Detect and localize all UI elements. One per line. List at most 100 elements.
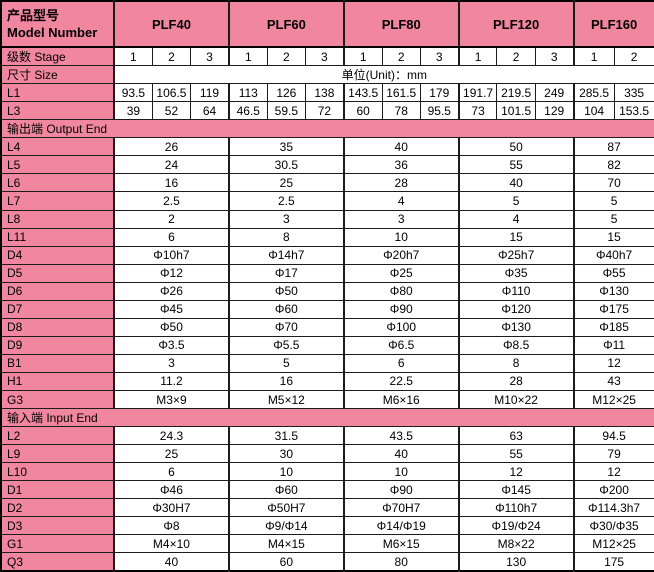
data-cell: 16 <box>113 173 230 193</box>
data-cell: 11.2 <box>113 371 230 392</box>
data-cell: 5 <box>457 191 575 211</box>
data-cell: Φ114.3h7 <box>572 498 654 518</box>
row-label-D9: D9 <box>0 335 115 355</box>
data-cell: 26 <box>113 137 230 157</box>
data-cell: 130 <box>457 552 575 572</box>
data-cell: Φ30/Φ35 <box>572 516 654 536</box>
data-cell: Φ20h7 <box>342 245 460 265</box>
data-cell: M4×10 <box>113 534 230 554</box>
data-cell: 40 <box>457 173 575 193</box>
data-cell: 12 <box>457 462 575 482</box>
data-cell: Φ10h7 <box>113 245 230 265</box>
section-header: 输出端 Output End <box>0 119 654 139</box>
data-cell: 12 <box>572 353 654 373</box>
data-cell: 2.5 <box>113 191 230 211</box>
row-label-D7: D7 <box>0 299 115 319</box>
data-cell: 60 <box>227 552 345 572</box>
data-cell: Φ200 <box>572 480 654 500</box>
data-cell: Φ11 <box>572 335 654 355</box>
stage-cell: 1 <box>457 46 498 67</box>
data-cell: Φ26 <box>113 281 230 301</box>
data-cell: 113 <box>227 83 268 103</box>
data-cell: 43 <box>572 371 654 392</box>
data-cell: 60 <box>342 101 383 121</box>
data-cell: 3 <box>227 209 345 229</box>
row-label-L8: L8 <box>0 209 115 229</box>
row-label-L5: L5 <box>0 155 115 175</box>
data-cell: Φ46 <box>113 480 230 500</box>
data-cell: 24 <box>113 155 230 175</box>
model-header-PLF40: PLF40 <box>113 0 230 49</box>
stage-cell: 1 <box>227 46 268 67</box>
data-cell: 119 <box>190 83 230 103</box>
data-cell: Φ9/Φ14 <box>227 516 345 536</box>
data-cell: Φ40h7 <box>572 245 654 265</box>
data-cell: 10 <box>342 462 460 482</box>
data-cell: 15 <box>572 227 654 247</box>
data-cell: Φ50H7 <box>227 498 345 518</box>
data-cell: Φ55 <box>572 263 654 283</box>
data-cell: 95.5 <box>419 101 460 121</box>
data-cell: Φ100 <box>342 317 460 337</box>
data-cell: 40 <box>113 552 230 572</box>
corner-cell: 产品型号 Model Number <box>0 0 115 49</box>
data-cell: 16 <box>227 371 345 392</box>
model-header-PLF80: PLF80 <box>342 0 460 49</box>
data-cell: 87 <box>572 137 654 157</box>
data-cell: 31.5 <box>227 426 345 446</box>
data-cell: 104 <box>572 101 615 121</box>
data-cell: 153.5 <box>613 101 654 121</box>
data-cell: 8 <box>227 227 345 247</box>
data-cell: Φ90 <box>342 299 460 319</box>
data-cell: Φ14h7 <box>227 245 345 265</box>
row-label-D8: D8 <box>0 317 115 337</box>
stage-cell: 3 <box>534 46 575 67</box>
data-cell: Φ110h7 <box>457 498 575 518</box>
data-cell: M4×15 <box>227 534 345 554</box>
data-cell: 94.5 <box>572 426 654 446</box>
row-label-D2: D2 <box>0 498 115 518</box>
data-cell: Φ130 <box>457 317 575 337</box>
data-cell: 64 <box>190 101 230 121</box>
row-label-G1: G1 <box>0 534 115 554</box>
data-cell: Φ19/Φ24 <box>457 516 575 536</box>
data-cell: 70 <box>572 173 654 193</box>
stage-cell: 2 <box>613 46 654 67</box>
data-cell: 50 <box>457 137 575 157</box>
row-label-Q3: Q3 <box>0 552 115 572</box>
data-cell: 106.5 <box>151 83 192 103</box>
data-cell: Φ25 <box>342 263 460 283</box>
stage-cell: 2 <box>496 46 536 67</box>
data-cell: 22.5 <box>342 371 460 392</box>
data-cell: Φ90 <box>342 480 460 500</box>
stage-cell: 2 <box>266 46 306 67</box>
row-label-L9: L9 <box>0 444 115 464</box>
row-label-D5: D5 <box>0 263 115 283</box>
stage-cell: 3 <box>419 46 460 67</box>
data-cell: 3 <box>113 353 230 373</box>
data-cell: Φ80 <box>342 281 460 301</box>
data-cell: Φ14/Φ19 <box>342 516 460 536</box>
data-cell: 10 <box>342 227 460 247</box>
data-cell: 2 <box>113 209 230 229</box>
row-label-D4: D4 <box>0 245 115 265</box>
data-cell: 3 <box>342 209 460 229</box>
row-label-B1: B1 <box>0 353 115 373</box>
data-cell: Φ110 <box>457 281 575 301</box>
stage-cell: 1 <box>342 46 383 67</box>
model-header-PLF160: PLF160 <box>572 0 654 49</box>
data-cell: 39 <box>112 101 153 121</box>
stage-cell: 3 <box>304 46 345 67</box>
data-cell: Φ130 <box>572 281 654 301</box>
data-cell: Φ185 <box>572 317 654 337</box>
data-cell: 101.5 <box>496 101 536 121</box>
data-cell: 24.3 <box>113 426 230 446</box>
data-cell: 219.5 <box>496 83 536 103</box>
data-cell: Φ8.5 <box>457 335 575 355</box>
data-cell: M12×25 <box>572 534 654 554</box>
data-cell: Φ45 <box>113 299 230 319</box>
data-cell: 6 <box>113 462 230 482</box>
data-cell: Φ6.5 <box>342 335 460 355</box>
data-cell: 126 <box>266 83 306 103</box>
